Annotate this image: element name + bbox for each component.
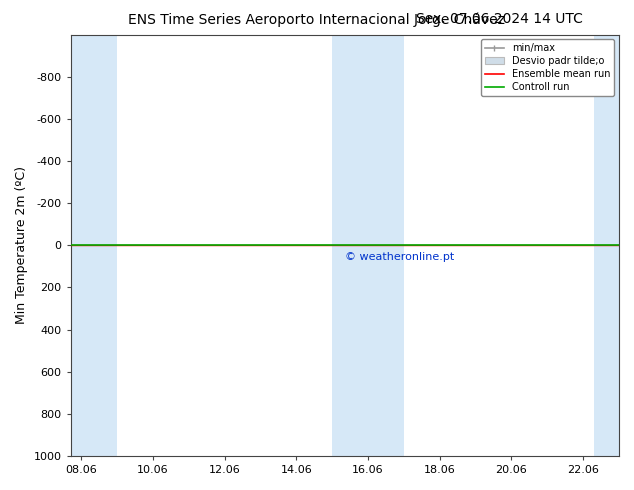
Bar — [70, 35, 117, 456]
Text: ENS Time Series Aeroporto Internacional Jorge Chávez: ENS Time Series Aeroporto Internacional … — [129, 12, 505, 27]
Legend: min/max, Desvio padr tilde;o, Ensemble mean run, Controll run: min/max, Desvio padr tilde;o, Ensemble m… — [481, 40, 614, 96]
Text: Sex. 07.06.2024 14 UTC: Sex. 07.06.2024 14 UTC — [417, 12, 583, 26]
Bar — [594, 35, 619, 456]
Text: © weatheronline.pt: © weatheronline.pt — [345, 251, 454, 262]
Y-axis label: Min Temperature 2m (ºC): Min Temperature 2m (ºC) — [15, 166, 28, 324]
Bar — [332, 35, 404, 456]
